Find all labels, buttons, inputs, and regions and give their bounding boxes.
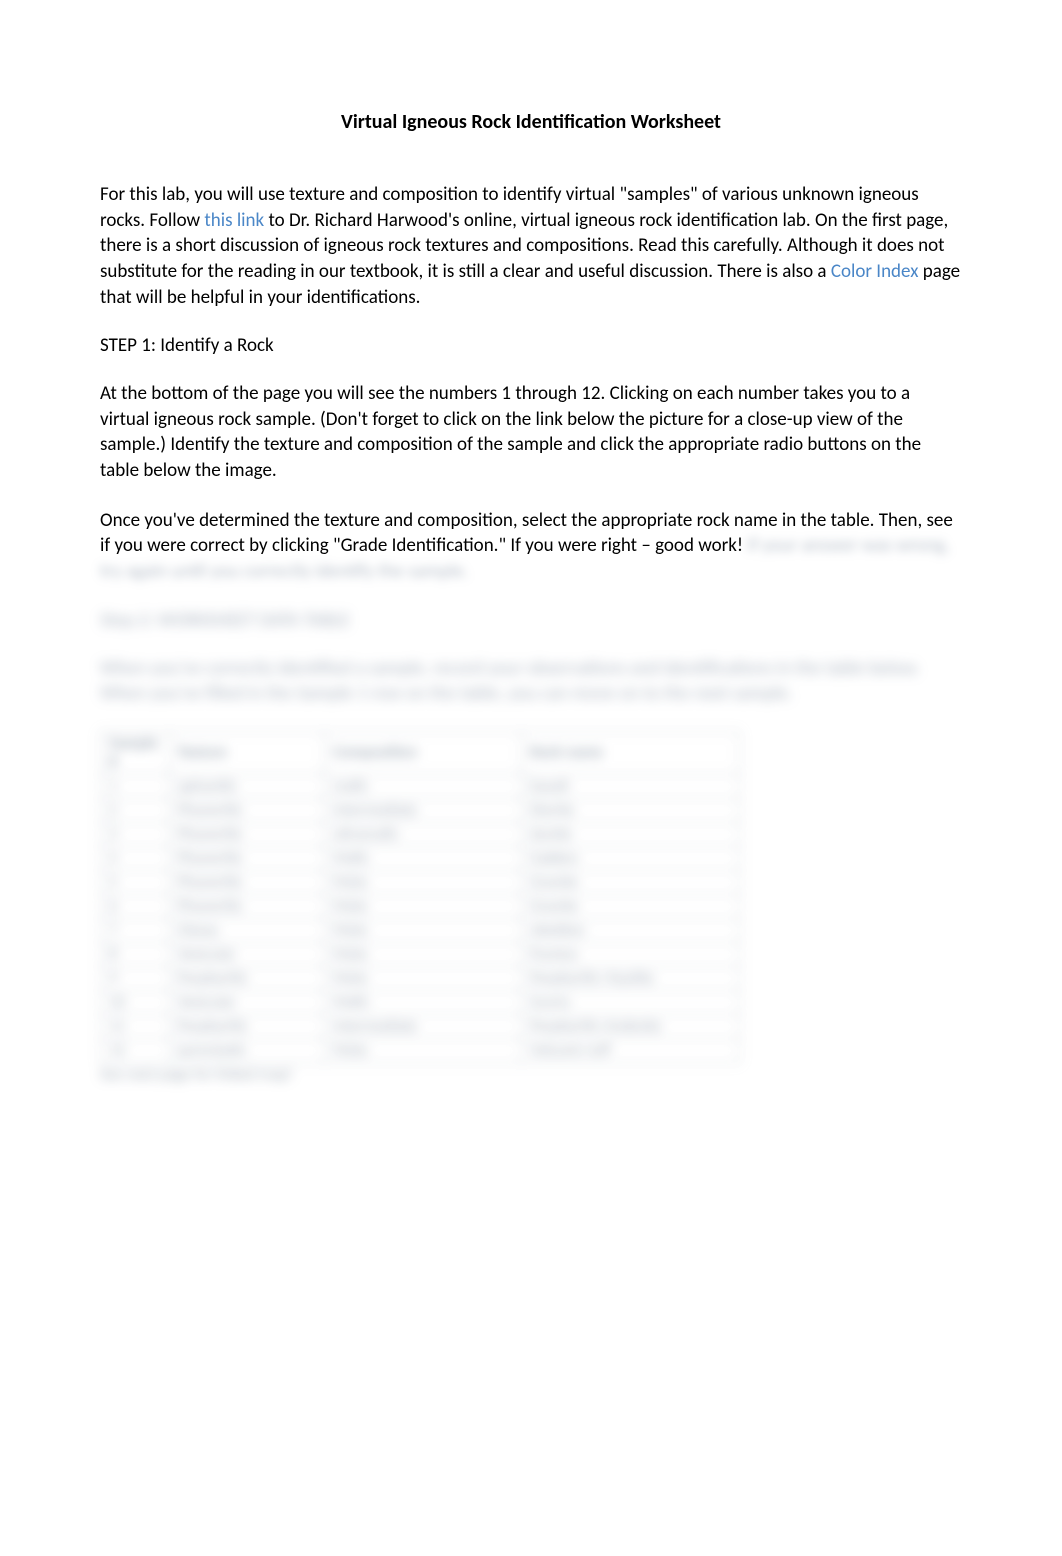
table-cell: basalt: [522, 774, 740, 798]
table-row: 5PhaneriticFelsicGranite: [101, 870, 740, 894]
step2-heading: Step 2: WORKSHEET DATA TABLE: [100, 609, 962, 632]
table-cell: Scoria: [522, 990, 740, 1014]
table-cell: mafic: [325, 774, 522, 798]
table-row: 6PhaneriticFelsicGranite: [101, 894, 740, 918]
table-cell: Felsic: [325, 870, 522, 894]
table-cell: Vesicular: [169, 942, 325, 966]
header-sample: Sample #: [101, 731, 170, 774]
table-cell: Porphyritic Andesite: [522, 1014, 740, 1038]
table-cell: Felsic: [325, 942, 522, 966]
header-rockname: Rock name: [522, 731, 740, 774]
table-cell: intermediate: [325, 798, 522, 822]
table-cell: 3: [101, 822, 170, 846]
table-row: 3Phaneriticultramaficdunite: [101, 822, 740, 846]
step1-para1: At the bottom of the page you will see t…: [100, 381, 962, 484]
table-cell: obsidian: [522, 918, 740, 942]
table-cell: 2: [101, 798, 170, 822]
table-cell: Granite: [522, 870, 740, 894]
blurred-content: Step 2: WORKSHEET DATA TABLE When you've…: [100, 609, 962, 1084]
table-cell: Volcanic tuff: [522, 1038, 740, 1062]
table-row: 12pyroclasticFelsicVolcanic tuff: [101, 1038, 740, 1062]
table-row: 8VesicularFelsicPumice: [101, 942, 740, 966]
table-cell: pyroclastic: [169, 1038, 325, 1062]
table-cell: 1: [101, 774, 170, 798]
table-cell: 5: [101, 870, 170, 894]
table-row: 7GlassyFelsicobsidian: [101, 918, 740, 942]
table-row: 9PorphyriticFelsicPorphyritic rhyolite: [101, 966, 740, 990]
color-index-link[interactable]: Color Index: [831, 260, 919, 283]
table-cell: Granite: [522, 894, 740, 918]
table-cell: Porphyritic: [169, 966, 325, 990]
table-cell: 11: [101, 1014, 170, 1038]
footnote: See next page for linked map!: [100, 1065, 962, 1084]
table-cell: 7: [101, 918, 170, 942]
table-cell: Porphyritic: [169, 1014, 325, 1038]
table-cell: 8: [101, 942, 170, 966]
table-cell: Phaneritic: [169, 870, 325, 894]
table-cell: Felsic: [325, 966, 522, 990]
table-cell: Phaneritic: [169, 798, 325, 822]
table-cell: Mafic: [325, 846, 522, 870]
table-row: 2PhaneriticintermediateDiorite: [101, 798, 740, 822]
table-header-row: Sample # Texture Composition Rock name: [101, 731, 740, 774]
table-cell: 6: [101, 894, 170, 918]
step2-paragraph: When you've correctly identified a sampl…: [100, 656, 962, 707]
table-cell: dunite: [522, 822, 740, 846]
table-cell: Porphyritic rhyolite: [522, 966, 740, 990]
table-cell: Phaneritic: [169, 894, 325, 918]
intro-paragraph: For this lab, you will use texture and c…: [100, 182, 962, 310]
table-cell: 9: [101, 966, 170, 990]
table-cell: Felsic: [325, 894, 522, 918]
step1-heading: STEP 1: Identify a Rock: [100, 334, 962, 357]
rock-data-table: Sample # Texture Composition Rock name 1…: [100, 731, 740, 1063]
table-row: 10VesicularMaficScoria: [101, 990, 740, 1014]
table-cell: Felsic: [325, 1038, 522, 1062]
document-title: Virtual Igneous Rock Identification Work…: [100, 110, 962, 134]
step1-para2: Once you've determined the texture and c…: [100, 508, 962, 585]
table-cell: Phaneritic: [169, 846, 325, 870]
table-cell: Gabbro: [522, 846, 740, 870]
this-link[interactable]: this link: [204, 209, 264, 232]
document-page: Virtual Igneous Rock Identification Work…: [0, 0, 1062, 1144]
table-cell: Glassy: [169, 918, 325, 942]
table-row: 4PhaneriticMaficGabbro: [101, 846, 740, 870]
table-cell: 4: [101, 846, 170, 870]
header-composition: Composition: [325, 731, 522, 774]
table-cell: ultramafic: [325, 822, 522, 846]
table-cell: Pumice: [522, 942, 740, 966]
table-row: 1aphaniticmaficbasalt: [101, 774, 740, 798]
table-cell: Phaneritic: [169, 822, 325, 846]
table-cell: 10: [101, 990, 170, 1014]
header-texture: Texture: [169, 731, 325, 774]
table-cell: Mafic: [325, 990, 522, 1014]
table-cell: intermediate: [325, 1014, 522, 1038]
table-cell: aphanitic: [169, 774, 325, 798]
table-cell: 12: [101, 1038, 170, 1062]
table-cell: Diorite: [522, 798, 740, 822]
table-cell: Vesicular: [169, 990, 325, 1014]
table-cell: Felsic: [325, 918, 522, 942]
table-row: 11PorphyriticintermediatePorphyritic And…: [101, 1014, 740, 1038]
